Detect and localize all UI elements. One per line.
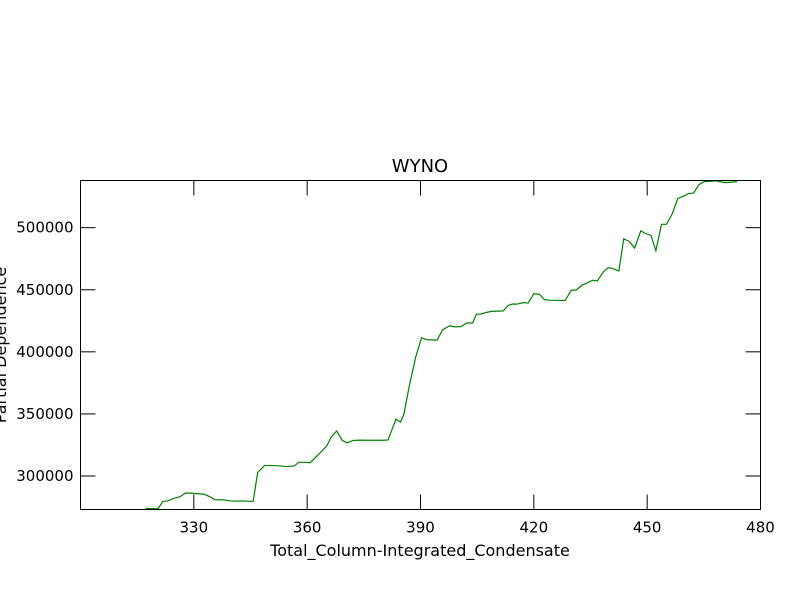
y-tick-label: 300000 [16, 467, 73, 485]
x-tick-label: 390 [406, 519, 435, 537]
plot-area [145, 180, 738, 510]
x-axis-label: Total_Column-Integrated_Condensate [269, 541, 570, 561]
y-tick-label: 450000 [16, 281, 73, 299]
x-axis: 330 360 390 420 450 480 [180, 180, 775, 537]
y-tick-label: 350000 [16, 405, 73, 423]
y-axis-label: Partial Dependence [0, 267, 10, 423]
chart-title: WYNO [392, 156, 448, 177]
x-tick-label: 450 [633, 519, 662, 537]
y-tick-label: 400000 [16, 343, 73, 361]
x-tick-label: 360 [293, 519, 322, 537]
x-tick-label: 420 [520, 519, 549, 537]
y-axis: 300000 350000 400000 450000 500000 [16, 219, 761, 485]
plot-frame [80, 180, 761, 510]
x-tick-label: 480 [746, 519, 775, 537]
y-tick-label: 500000 [16, 219, 73, 237]
x-tick-label: 330 [180, 519, 209, 537]
series-line-0 [145, 180, 738, 510]
